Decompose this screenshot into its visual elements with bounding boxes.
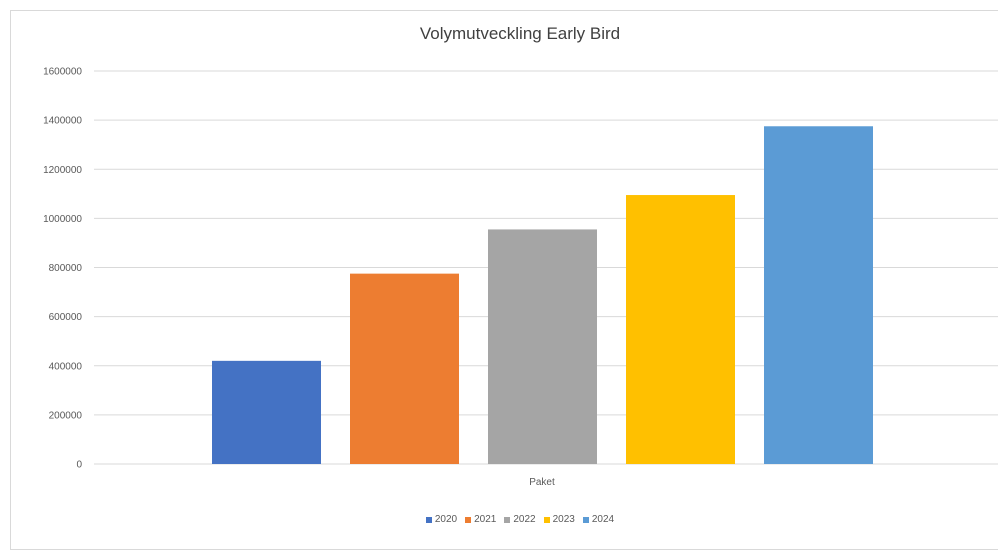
y-tick-label: 1600000 bbox=[43, 67, 82, 78]
legend-swatch bbox=[582, 516, 589, 523]
y-tick-label: 200000 bbox=[49, 410, 83, 421]
legend-item-2022: 2022 bbox=[504, 514, 536, 525]
legend-item-2021: 2021 bbox=[465, 514, 496, 525]
legend-label: 2020 bbox=[434, 514, 458, 525]
legend-swatch bbox=[504, 516, 511, 523]
bars bbox=[212, 126, 873, 464]
x-axis-ticks: Paket bbox=[529, 477, 555, 488]
y-axis-ticks: 0 200000 400000 600000 800000 1000000 1200000 1… bbox=[43, 67, 82, 471]
y-tick-label: 1000000 bbox=[43, 214, 82, 225]
bar-2023 bbox=[626, 195, 735, 464]
chart-plot: 0 200000 400000 600000 800000 1000000 1200000 1… bbox=[43, 67, 998, 488]
legend-label: 2022 bbox=[513, 514, 536, 525]
legend-label: 2024 bbox=[591, 514, 615, 525]
bar-2024 bbox=[764, 126, 873, 464]
legend-swatch bbox=[543, 516, 550, 523]
y-tick-label: 800000 bbox=[49, 263, 83, 274]
bar-2021 bbox=[350, 273, 459, 464]
y-tick-label: 600000 bbox=[49, 312, 83, 323]
y-tick-label: 1200000 bbox=[43, 165, 82, 176]
legend-item-2023: 2023 bbox=[543, 514, 575, 525]
legend-item-2024: 2024 bbox=[582, 514, 615, 525]
y-tick-label: 0 bbox=[76, 460, 82, 471]
legend-label: 2023 bbox=[552, 514, 575, 525]
legend-swatch bbox=[465, 516, 472, 523]
chart-title: Volymutveckling Early Bird bbox=[419, 24, 621, 43]
bar-2020 bbox=[212, 360, 321, 464]
y-tick-label: 1400000 bbox=[43, 116, 82, 127]
x-tick-label: Paket bbox=[529, 477, 555, 488]
legend-label: 2021 bbox=[474, 514, 497, 525]
legend: 2020 2021 2022 2023 2024 bbox=[0, 514, 998, 525]
legend-swatch bbox=[425, 516, 432, 523]
legend-item-2020: 2020 bbox=[425, 514, 458, 525]
y-tick-label: 400000 bbox=[49, 361, 83, 372]
bar-2022 bbox=[488, 229, 597, 464]
